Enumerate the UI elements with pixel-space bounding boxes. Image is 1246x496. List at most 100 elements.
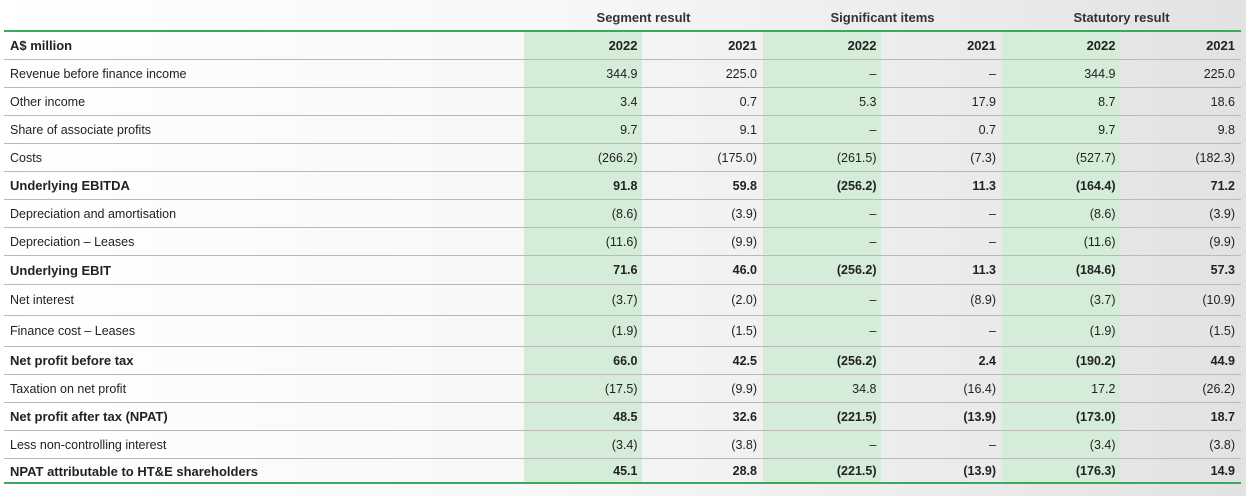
row-value: 45.1 (613, 464, 638, 478)
row-label: Underlying EBIT (4, 255, 524, 285)
row-value: – (763, 199, 883, 228)
row-label: Net profit after tax (NPAT) (4, 402, 524, 431)
row-value: 344.9 (524, 59, 644, 88)
row-value: 71.2 (1121, 171, 1241, 200)
row-value: (3.7) (524, 284, 644, 316)
header-rule (4, 30, 1241, 32)
row-value: (9.9) (643, 374, 763, 403)
row-value: (3.4) (1002, 430, 1122, 459)
row-value: 34.8 (763, 374, 883, 403)
row-value: (7.3) (882, 143, 1002, 172)
table-row: Revenue before finance income 344.9 225.0–… (4, 59, 1241, 88)
row-value: (173.0) (1002, 402, 1122, 431)
column-header-year: 2022 (1002, 32, 1122, 60)
row-value: (8.9) (882, 284, 1002, 316)
row-value: (1.9) (1002, 315, 1122, 347)
row-label: Underlying EBITDA (4, 171, 524, 200)
table-row: Underlying EBITDA 91.8 59.8 (256.2) 11.3 (164… (4, 171, 1241, 200)
row-value: 8.7 (1002, 87, 1122, 116)
row-value: 17.9 (882, 87, 1002, 116)
table-row: Depreciation and amortisation (8.6) (3.9) –… (4, 199, 1241, 228)
row-value: 44.9 (1121, 346, 1241, 375)
row-value: 11.3 (882, 255, 1002, 285)
row-value: 59.8 (643, 171, 763, 200)
row-value: 11.3 (882, 171, 1002, 200)
row-value: (527.7) (1002, 143, 1122, 172)
row-value: 9.7 (1002, 115, 1122, 144)
row-value: (221.5) (763, 402, 883, 431)
row-value: (13.9) (963, 464, 996, 478)
row-value: (256.2) (763, 171, 883, 200)
row-value: – (763, 284, 883, 316)
row-value: 9.8 (1121, 115, 1241, 144)
row-value: – (882, 315, 1002, 347)
table-row: Finance cost – Leases (1.9) (1.5) – – (1.9) (1… (4, 315, 1241, 347)
row-label: NPAT attributable to HT&E shareholders (10, 463, 258, 479)
row-value: (3.9) (643, 199, 763, 228)
row-value: (11.6) (524, 227, 644, 256)
row-value: 32.6 (643, 402, 763, 431)
row-value: 14.9 (1210, 464, 1235, 478)
row-value: (3.4) (524, 430, 644, 459)
row-value: – (882, 59, 1002, 88)
column-header-year: 2021 (882, 32, 1002, 60)
row-value: (10.9) (1121, 284, 1241, 316)
group-header-statutory: Statutory result (1073, 10, 1170, 25)
row-value: 71.6 (524, 255, 644, 285)
table-row: NPAT attributable to HT&E shareholders 45… (4, 459, 1241, 484)
row-value: (256.2) (763, 346, 883, 375)
row-label: Other income (4, 87, 524, 116)
row-value: 9.7 (524, 115, 644, 144)
row-value: – (763, 430, 883, 459)
row-value: 28.8 (732, 464, 757, 478)
row-value: (9.9) (643, 227, 763, 256)
row-value: – (882, 199, 1002, 228)
row-label: Costs (4, 143, 524, 172)
row-value: 225.0 (1121, 59, 1241, 88)
row-value: 48.5 (524, 402, 644, 431)
row-label: Net interest (4, 284, 524, 316)
row-value: (9.9) (1121, 227, 1241, 256)
table-row: Costs (266.2) (175.0) (261.5) (7.3) (527.7) (1… (4, 143, 1241, 172)
table-body: Revenue before finance income 344.9 225.0–… (4, 59, 1241, 484)
row-value: 0.7 (882, 115, 1002, 144)
row-value: 3.4 (524, 87, 644, 116)
row-value: 2.4 (882, 346, 1002, 375)
row-value: (2.0) (643, 284, 763, 316)
row-value: 0.7 (643, 87, 763, 116)
row-value: 18.6 (1121, 87, 1241, 116)
row-value: (221.5) (836, 464, 877, 478)
table-row: Net profit after tax (NPAT) 48.5 32.6 (221.… (4, 402, 1241, 431)
table-row: Share of associate profits 9.7 9.1–0.7 9.7 9… (4, 115, 1241, 144)
row-value: 66.0 (524, 346, 644, 375)
row-value: – (763, 115, 883, 144)
table-row: Less non-controlling interest (3.4) (3.8) –… (4, 430, 1241, 459)
row-value: (1.5) (1121, 315, 1241, 347)
row-value: (190.2) (1002, 346, 1122, 375)
row-value: 225.0 (643, 59, 763, 88)
row-value: 57.3 (1121, 255, 1241, 285)
column-header-label: A$ million (4, 32, 524, 60)
table-row: Net profit before tax 66.0 42.5 (256.2) 2.4(… (4, 346, 1241, 375)
row-value: (17.5) (524, 374, 644, 403)
row-value: – (882, 227, 1002, 256)
row-value: (182.3) (1121, 143, 1241, 172)
table-row: Depreciation – Leases (11.6) (9.9) – – (11.6)… (4, 227, 1241, 256)
row-value: 17.2 (1002, 374, 1122, 403)
row-label: Taxation on net profit (4, 374, 524, 403)
row-value: (164.4) (1002, 171, 1122, 200)
row-value: 18.7 (1121, 402, 1241, 431)
row-value: 5.3 (763, 87, 883, 116)
group-header-significant: Significant items (830, 10, 935, 25)
row-value: (26.2) (1121, 374, 1241, 403)
row-value: (175.0) (643, 143, 763, 172)
row-label: Less non-controlling interest (4, 430, 524, 459)
table-row: Net interest (3.7) (2.0) – (8.9) (3.7) (10.9) (4, 284, 1241, 316)
row-label: Finance cost – Leases (4, 315, 524, 347)
row-value: (3.8) (1121, 430, 1241, 459)
row-value: – (763, 315, 883, 347)
row-value: – (763, 227, 883, 256)
row-value: (184.6) (1002, 255, 1122, 285)
row-value: (256.2) (763, 255, 883, 285)
